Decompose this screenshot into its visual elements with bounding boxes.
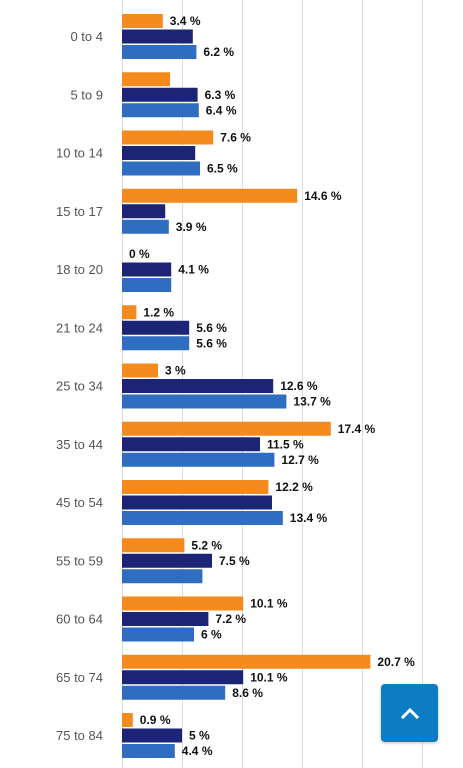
bar (122, 612, 209, 626)
data-label: 5.6 % (196, 321, 227, 335)
bar (122, 14, 163, 28)
category-label: 5 to 9 (70, 87, 103, 102)
category-label: 75 to 84 (56, 728, 103, 743)
bar (122, 685, 226, 700)
data-label: 6.5 % (207, 162, 238, 176)
bar (122, 569, 203, 584)
bar (122, 45, 197, 59)
data-label: 4.1 % (178, 263, 209, 277)
category-label: 60 to 64 (56, 612, 103, 627)
data-label: 0.9 % (140, 713, 171, 727)
bar (122, 452, 275, 467)
data-label: 0 % (129, 247, 150, 261)
bar (122, 713, 133, 727)
data-label: 12.6 % (280, 379, 318, 393)
data-label: 5.6 % (196, 336, 227, 350)
chevron-up-icon (400, 707, 419, 719)
bar (122, 437, 260, 452)
scroll-to-top-button[interactable] (381, 684, 438, 742)
data-label: 12.2 % (275, 480, 313, 494)
bar (122, 161, 200, 176)
data-label: 6.4 % (206, 103, 237, 117)
bar (122, 87, 198, 102)
bar (122, 336, 190, 351)
bar (122, 480, 269, 494)
bar (122, 146, 196, 160)
data-label: 10.1 % (250, 670, 288, 684)
bar (122, 320, 190, 335)
data-label: 3.4 % (170, 14, 201, 28)
data-label: 13.4 % (290, 511, 328, 525)
bar (122, 188, 298, 203)
data-label: 12.7 % (281, 453, 319, 467)
category-label: 45 to 54 (56, 495, 103, 510)
data-label: 3.9 % (176, 220, 207, 234)
category-label: 55 to 59 (56, 553, 103, 568)
bar (122, 204, 166, 219)
bar (122, 627, 194, 642)
data-label: 3 % (165, 364, 186, 378)
data-label: 7.2 % (215, 612, 246, 626)
bar (122, 278, 172, 292)
bar (122, 130, 214, 145)
bar (122, 29, 193, 44)
category-label: 35 to 44 (56, 437, 103, 452)
data-label: 7.6 % (220, 131, 251, 145)
bar (122, 421, 331, 436)
data-label: 6.3 % (205, 88, 236, 102)
bar (122, 670, 244, 685)
bar (122, 363, 158, 378)
data-label: 4.4 % (182, 744, 213, 758)
category-label: 65 to 74 (56, 670, 103, 685)
data-label: 11.5 % (267, 437, 304, 451)
bar (122, 654, 371, 669)
bar (122, 511, 283, 525)
data-label: 13.7 % (293, 395, 331, 409)
category-label: 25 to 34 (56, 379, 103, 394)
bar (122, 744, 175, 758)
data-label: 5.2 % (191, 538, 222, 552)
data-label: 17.4 % (338, 422, 376, 436)
bar (122, 219, 169, 234)
data-label: 14.6 % (304, 189, 342, 203)
category-label: 15 to 17 (56, 204, 103, 219)
data-label: 6 % (201, 628, 222, 642)
bar (122, 728, 182, 743)
bar (122, 262, 172, 277)
bar (122, 379, 274, 393)
bar (122, 495, 272, 510)
category-label: 10 to 14 (56, 146, 103, 161)
bar (122, 553, 212, 568)
data-label: 7.5 % (219, 554, 250, 568)
data-label: 8.6 % (232, 686, 263, 700)
bar (122, 72, 170, 87)
category-labels: 0 to 4 5 to 9 10 to 14 15 to 17 18 to 20 21 t… (56, 29, 103, 743)
data-label: 20.7 % (377, 655, 415, 669)
category-label: 21 to 24 (56, 320, 103, 335)
bars (122, 14, 371, 758)
data-label: 1.2 % (143, 305, 174, 319)
data-label: 10.1 % (250, 597, 288, 611)
data-label: 5 % (189, 729, 210, 743)
bar (122, 305, 137, 320)
value-labels: 3.4 % 6.2 % 6.3 %6.4 % 7.6 % 6.5 % 14.6 % 3.9 … (129, 14, 415, 758)
category-label: 0 to 4 (70, 29, 103, 44)
bar (122, 538, 185, 553)
bar (122, 394, 287, 409)
data-label: 6.2 % (203, 45, 234, 59)
bar (122, 596, 244, 611)
category-label: 18 to 20 (56, 262, 103, 277)
bar (122, 103, 199, 118)
